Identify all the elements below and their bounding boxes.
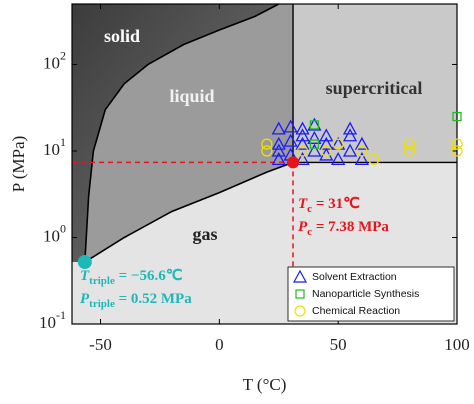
circle-marker [403, 145, 416, 157]
circle-marker [294, 305, 306, 317]
x-axis-label: T (°C) [243, 375, 287, 394]
x-tick-label: -50 [89, 335, 112, 354]
symbol: T [298, 196, 308, 212]
triangle-marker [354, 152, 370, 166]
triangle-marker [319, 136, 334, 150]
subscript: triple [89, 298, 115, 310]
y-tick-base: 10 [43, 226, 60, 245]
annotation-text: = 7.38 MPa [312, 219, 389, 235]
region-label: supercritical [326, 78, 423, 98]
melting-curve [84, 3, 280, 263]
y-tick-label: 100 [43, 221, 66, 245]
triangle-marker [271, 121, 286, 135]
triangle-marker [271, 152, 286, 166]
circle-marker [403, 138, 416, 150]
region-label: solid [104, 26, 140, 46]
vaporization-curve [84, 161, 294, 263]
legend-label: Nanoparticle Synthesis [312, 288, 419, 300]
triangle-marker [307, 143, 322, 157]
supercritical-region [293, 4, 457, 163]
square-marker [309, 120, 320, 130]
circle-marker [451, 145, 463, 157]
liquid-region [84, 4, 294, 263]
annotation-text: = 0.52 MPa [115, 291, 192, 307]
triangle-marker [295, 121, 310, 135]
y-tick-exponent: 2 [60, 48, 66, 62]
triangle-marker [271, 143, 286, 157]
legend-label: Solvent Extraction [312, 271, 397, 283]
triangle-marker [331, 152, 346, 166]
region-label: gas [192, 224, 217, 244]
triangle-marker [319, 128, 334, 142]
circle-marker [368, 153, 380, 166]
subscript: c [307, 203, 312, 215]
circle-marker [261, 138, 273, 150]
y-tick-label: 10-1 [39, 308, 66, 332]
triangle-marker [307, 130, 322, 144]
triangle-marker [342, 121, 358, 135]
triangle-marker [292, 269, 308, 283]
y-tick-base: 10 [39, 313, 56, 332]
triangle-marker [354, 136, 370, 150]
annotation: Pc = 7.38 MPa [298, 219, 389, 237]
annotation: Ttriple = −56.6℃ [80, 268, 183, 286]
symbol: P [298, 219, 308, 235]
triangle-marker [342, 143, 358, 157]
solid-region [72, 4, 279, 263]
square-marker [295, 289, 305, 299]
triangle-marker [307, 117, 322, 131]
x-tick-label: 50 [330, 335, 347, 354]
triangle-marker [283, 119, 298, 133]
x-tick-label: 0 [215, 335, 224, 354]
y-tick-base: 10 [43, 140, 60, 159]
triangle-marker [342, 128, 358, 142]
circle-marker [356, 145, 368, 157]
circle-marker [261, 145, 273, 157]
legend-label: Chemical Reaction [312, 305, 400, 317]
triangle-marker [295, 152, 310, 166]
annotation-text: = −56.6℃ [115, 268, 183, 284]
region-label: liquid [169, 86, 214, 106]
plot-frame [71, 3, 458, 325]
legend-box [287, 266, 455, 322]
symbol: T [80, 268, 90, 284]
circle-marker [332, 138, 344, 150]
symbol: P [80, 291, 90, 307]
subscript: c [307, 226, 312, 238]
triangle-marker [295, 136, 310, 150]
y-tick-label: 101 [43, 135, 66, 159]
annotation: Ptriple = 0.52 MPa [80, 291, 192, 309]
triple-point [77, 255, 92, 270]
circle-marker [320, 145, 332, 157]
y-tick-label: 102 [43, 48, 66, 72]
annotation: Tc = 31℃ [298, 196, 360, 214]
circle-marker [451, 138, 463, 150]
triangle-marker [271, 136, 286, 150]
triangle-marker [295, 128, 310, 142]
y-axis-label: P (MPa) [9, 136, 28, 193]
critical-point [287, 156, 300, 169]
y-tick-base: 10 [43, 53, 60, 72]
square-marker [309, 139, 320, 149]
annotation-text: = 31℃ [312, 196, 360, 212]
marks [71, 3, 463, 325]
triangle-marker [283, 133, 298, 147]
circle-marker [296, 145, 309, 157]
y-tick-exponent: 0 [60, 221, 66, 235]
x-tick-label: 100 [444, 335, 470, 354]
y-tick-exponent: -1 [56, 308, 66, 322]
subscript: triple [89, 275, 115, 287]
y-tick-exponent: 1 [60, 135, 66, 149]
square-marker [452, 111, 462, 122]
regions [72, 3, 457, 324]
